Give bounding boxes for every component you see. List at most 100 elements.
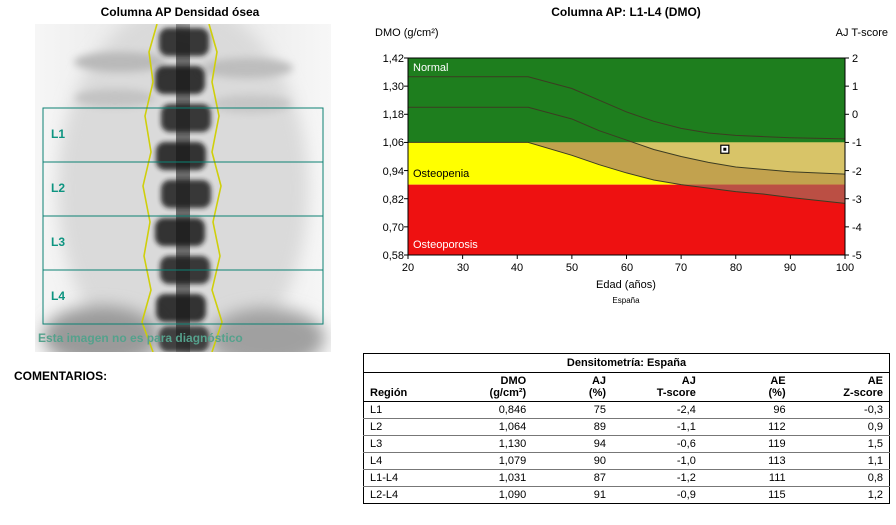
ae-zscore-cell: 1,5 (791, 435, 890, 453)
region-cell: L2-L4 (370, 489, 399, 501)
region-cell: L4 (363, 452, 456, 470)
aj-tscore-cell: -1,1 (612, 418, 702, 436)
table-row: L1 0,846 75 -2,4 96 -0,3 (363, 401, 890, 419)
header-cell: DMO (500, 375, 527, 387)
table-row: L1-L4 1,031 87 -1,2 111 0,8 (363, 469, 890, 487)
dmo-cell: 1,130 (455, 435, 533, 453)
scan-image-title: Columna AP Densidad ósea (100, 5, 260, 19)
aj-tscore-cell: -2,4 (612, 401, 702, 419)
aj-pct-cell: 89 (532, 418, 613, 436)
region-label-l4: L4 (51, 289, 65, 303)
header-cell: Región (363, 387, 456, 402)
y-left-tick-label: 0,94 (383, 166, 404, 178)
table-header-row-top: DMO AJ AJ AE AE (364, 373, 890, 388)
y-right-tick-label: 0 (852, 109, 858, 121)
zone-osteoporosis (408, 184, 845, 255)
aj-tscore-cell: -1,0 (612, 452, 702, 470)
region-label-l3: L3 (51, 235, 65, 249)
x-tick-label: 70 (675, 262, 687, 274)
results-table: Densitometría: España DMO AJ AJ AE AE Re… (363, 353, 890, 504)
aj-tscore-cell: -1,2 (612, 469, 702, 487)
reference-band-upper (633, 142, 845, 175)
y-right-axis-label: AJ T-score (836, 27, 888, 39)
header-cell: AJ (681, 375, 696, 387)
comments-label: COMENTARIOS: (14, 369, 108, 383)
reference-curve (408, 141, 846, 204)
zone-label-osteopenia: Osteopenia (413, 168, 470, 180)
zone-label-osteoporosis: Osteoporosis (413, 239, 478, 251)
results-table-container: Densitometría: España DMO AJ AJ AE AE Re… (363, 353, 890, 504)
image-disclaimer-text: Esta imagen no es para diagnóstico (38, 331, 243, 345)
spine-column (152, 18, 214, 360)
table-row: L2-L4 1,090 91 -0,9 115 1,2 (364, 487, 890, 504)
y-left-tick-label: 1,30 (383, 81, 404, 93)
region-label-l2: L2 (51, 181, 65, 195)
dmo-cell: 0,846 (455, 401, 533, 419)
table-row: L2 1,064 89 -1,1 112 0,9 (363, 418, 890, 436)
header-cell: Z-score (791, 387, 890, 402)
x-tick-label: 90 (784, 262, 796, 274)
table-header-row-bottom: Región (g/cm²) (%) T-score (%) Z-score (363, 387, 890, 402)
ae-pct-cell: 111 (701, 469, 792, 487)
ae-zscore-cell: -0,3 (791, 401, 890, 419)
aj-tscore-cell: -0,9 (676, 489, 696, 501)
ae-pct-cell: 113 (701, 452, 792, 470)
region-cell: L2 (363, 418, 456, 436)
aj-pct-cell: 87 (532, 469, 613, 487)
ae-zscore-cell: 1,1 (791, 452, 890, 470)
ae-zscore-cell: 0,9 (791, 418, 890, 436)
table-row: L3 1,130 94 -0,6 119 1,5 (363, 435, 890, 453)
aj-tscore-cell: -0,6 (612, 435, 702, 453)
header-cell: AE (770, 375, 786, 387)
header-cell: T-score (612, 387, 702, 402)
zone-normal (408, 58, 845, 143)
header-cell: (%) (532, 387, 613, 402)
aj-pct-cell: 91 (593, 489, 607, 501)
x-tick-label: 60 (621, 262, 633, 274)
dmo-cell: 1,064 (455, 418, 533, 436)
chart-title: Columna AP: L1-L4 (DMO) (551, 5, 701, 19)
y-left-tick-label: 0,58 (383, 250, 404, 262)
plot-area (404, 57, 849, 259)
header-cell: (g/cm²) (455, 387, 533, 402)
x-tick-label: 20 (402, 262, 414, 274)
y-right-tick-label: -5 (852, 250, 862, 262)
aj-pct-cell: 90 (532, 452, 613, 470)
x-tick-label: 50 (566, 262, 578, 274)
region-cell: L1 (363, 401, 456, 419)
aj-pct-cell: 75 (532, 401, 613, 419)
ae-zscore-cell: 1,2 (867, 489, 883, 501)
x-tick-label: 100 (836, 262, 854, 274)
bone-contour-outline (141, 23, 223, 353)
ae-pct-cell: 115 (768, 489, 786, 501)
dmo-cell: 1,079 (455, 452, 533, 470)
region-cell: L1-L4 (363, 469, 456, 487)
y-right-tick-label: 1 (852, 81, 858, 93)
zone-label-normal: Normal (413, 62, 448, 74)
roi-grid (42, 107, 324, 325)
reference-band-lower (408, 142, 845, 185)
table-title: Densitometría: España (363, 353, 890, 373)
y-left-tick-label: 0,82 (383, 194, 404, 206)
region-label-l1: L1 (51, 127, 65, 141)
y-left-tick-label: 1,18 (383, 109, 404, 121)
reference-curve (408, 106, 846, 175)
table-title-row: Densitometría: España (363, 353, 890, 373)
header-cell: (%) (701, 387, 792, 402)
region-cell: L3 (363, 435, 456, 453)
dmo-cell: 1,031 (455, 469, 533, 487)
y-left-axis-label: DMO (g/cm²) (375, 27, 439, 39)
ae-pct-cell: 112 (701, 418, 792, 436)
y-left-tick-label: 0,70 (383, 222, 404, 234)
y-right-tick-label: -4 (852, 222, 862, 234)
table-row: L4 1,079 90 -1,0 113 1,1 (363, 452, 890, 470)
y-right-tick-label: 2 (852, 53, 858, 65)
patient-marker-dot (723, 147, 727, 151)
ae-pct-cell: 96 (701, 401, 792, 419)
reference-chart: Columna AP: L1-L4 (DMO) DMO (g/cm²) AJ T… (375, 5, 888, 305)
header-cell: AJ (591, 375, 607, 387)
aj-pct-cell: 94 (532, 435, 613, 453)
ae-zscore-cell: 0,8 (791, 469, 890, 487)
header-cell (364, 373, 456, 388)
